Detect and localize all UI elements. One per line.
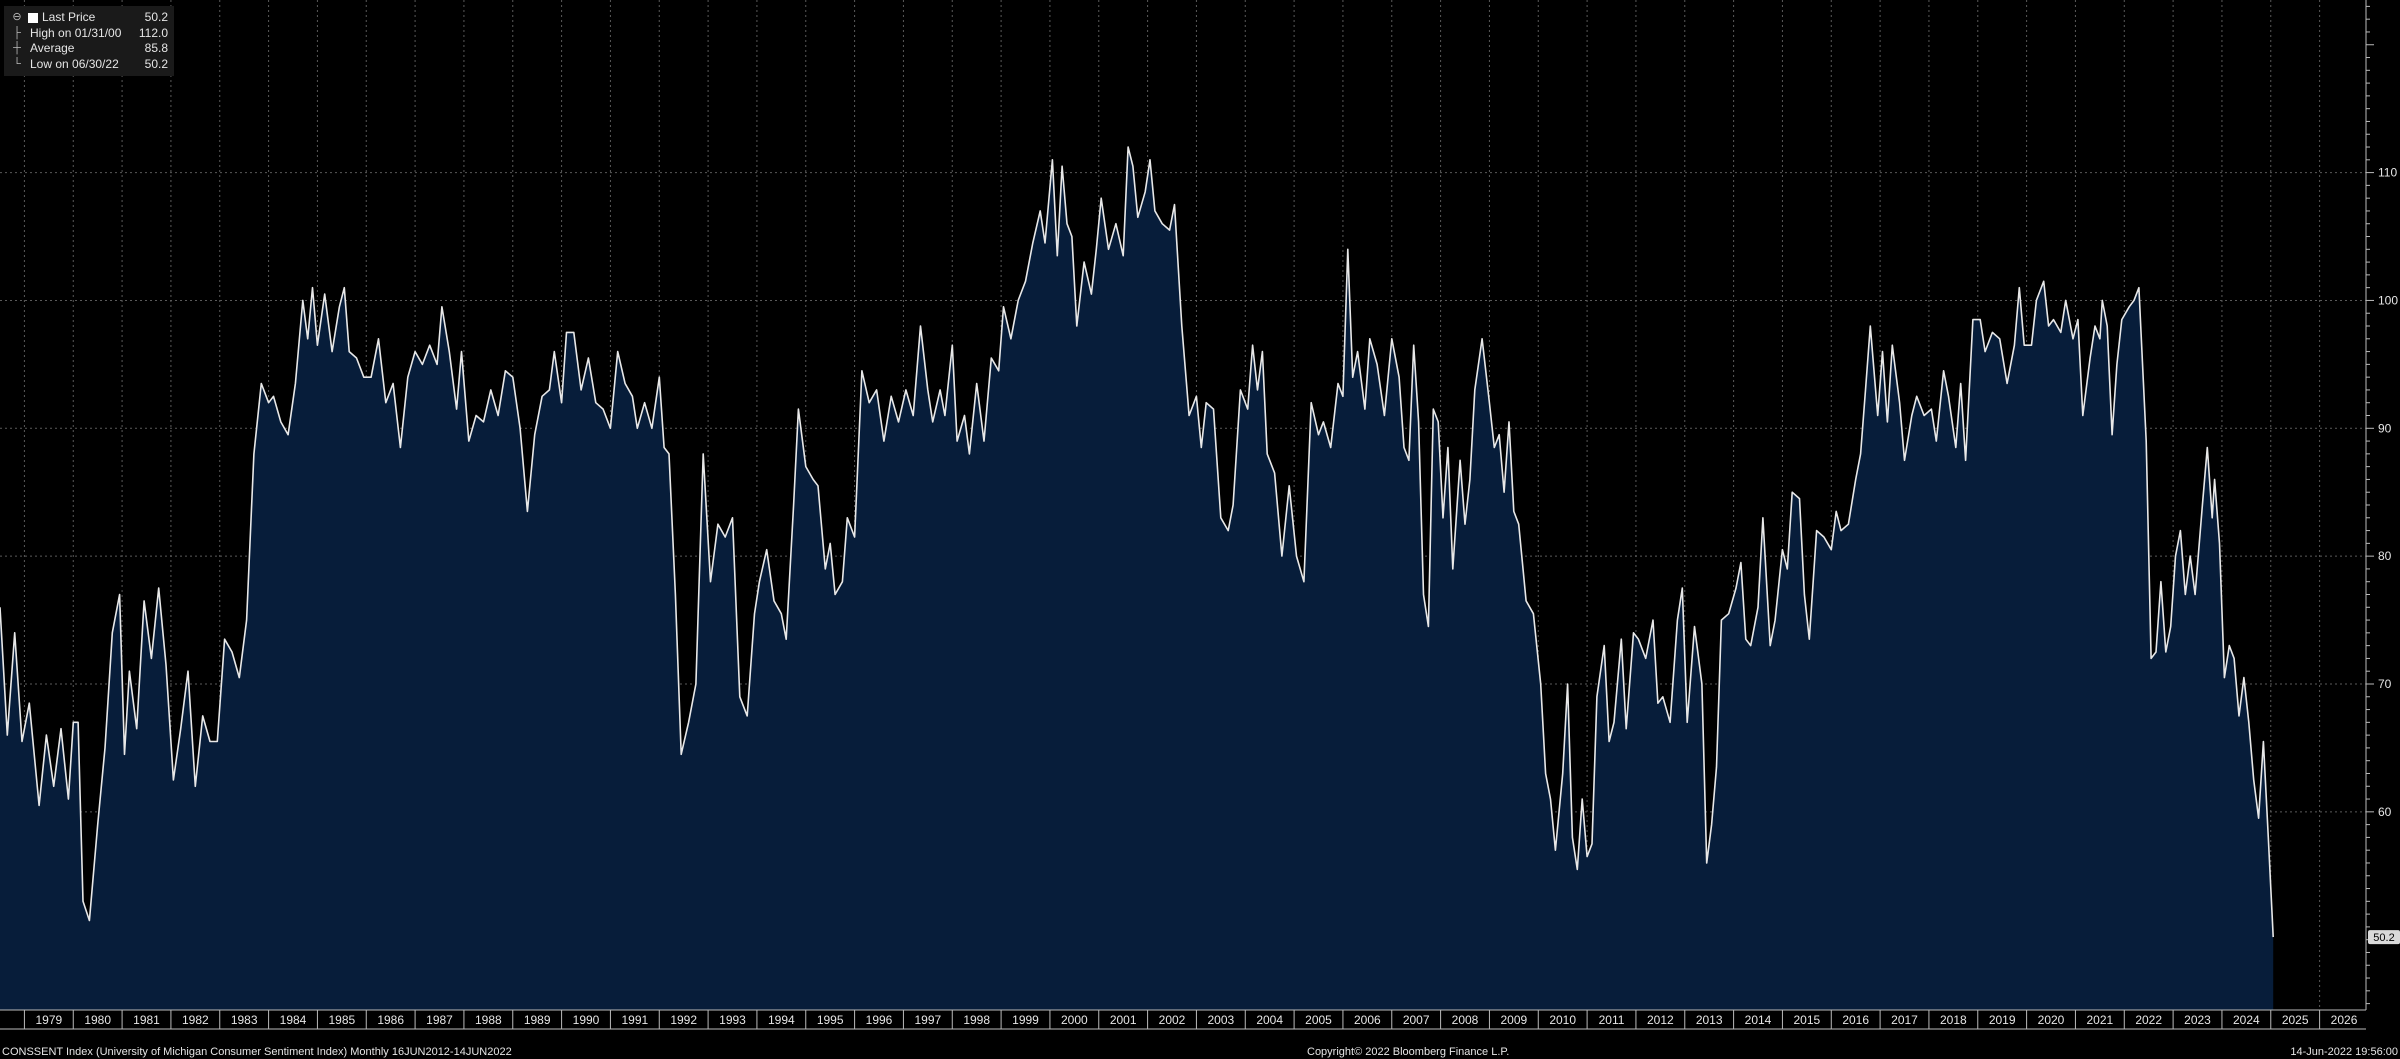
- last-price-tag-text: 50.2: [2373, 932, 2394, 944]
- x-tick-label: 1997: [914, 1013, 941, 1027]
- y-tick-label: 110: [2378, 166, 2397, 180]
- x-tick-label: 2002: [1159, 1013, 1186, 1027]
- x-tick-label: 2005: [1305, 1013, 1332, 1027]
- x-tick-label: 1989: [524, 1013, 551, 1027]
- y-tick-label: 60: [2378, 805, 2392, 819]
- x-tick-label: 1985: [328, 1013, 355, 1027]
- y-tick-label: 90: [2378, 421, 2392, 435]
- x-tick-label: 2011: [1599, 1013, 1625, 1027]
- x-tick-label: 1993: [719, 1013, 746, 1027]
- legend-value: 112.0: [138, 25, 168, 40]
- x-tick-label: 1984: [280, 1013, 307, 1027]
- x-tick-label: 1983: [231, 1013, 258, 1027]
- x-tick-label: 1990: [573, 1013, 600, 1027]
- x-tick-label: 1981: [133, 1013, 160, 1027]
- footer-copyright: Copyright© 2022 Bloomberg Finance L.P.: [1307, 1046, 1510, 1058]
- x-tick-label: 1999: [1012, 1013, 1039, 1027]
- price-line: [0, 146, 2274, 938]
- y-tick-label: 100: [2378, 293, 2398, 307]
- low-marker-icon: └: [13, 57, 21, 70]
- x-axis: 1979 1980 1981 1982 1983 1984 1985 1986 1987 1988…: [0, 1009, 2366, 1030]
- x-tick-label: 1982: [182, 1013, 209, 1027]
- x-tick-label: 2006: [1354, 1013, 1381, 1027]
- x-tick-label: 2001: [1110, 1013, 1137, 1027]
- x-tick-label: 2009: [1500, 1013, 1527, 1027]
- x-tick-label: 2000: [1061, 1013, 1088, 1027]
- x-tick-label: 2021: [2087, 1013, 2114, 1027]
- footer-bar: CONSSENT Index (University of Michigan C…: [0, 1046, 2400, 1059]
- legend-row-last-price: ⊖ Last Price 50.2: [10, 10, 168, 26]
- x-tick-label: 1998: [963, 1013, 990, 1027]
- x-tick-label: 2022: [2135, 1013, 2162, 1027]
- average-marker-icon: ┼: [13, 42, 21, 54]
- x-tick-label: 2016: [1842, 1013, 1869, 1027]
- x-tick-label: 1988: [475, 1013, 502, 1027]
- x-tick-label: 1979: [35, 1013, 62, 1027]
- legend-row-low: └ Low on 06/30/22 50.2: [10, 57, 168, 73]
- x-tick-label: 2015: [1794, 1013, 1821, 1027]
- area-fill: [0, 147, 2274, 1010]
- legend-label: Low on 06/30/22: [30, 56, 119, 71]
- x-tick-label: 2012: [1647, 1013, 1674, 1027]
- series-swatch: [28, 12, 38, 23]
- x-tick-label: 2023: [2184, 1013, 2211, 1027]
- legend-value: 50.2: [144, 10, 168, 24]
- high-marker-icon: ├: [13, 26, 21, 39]
- legend-box: ⊖ Last Price 50.2 ├ High on 01/31/00 112.0…: [4, 6, 174, 76]
- y-tick-label: 70: [2378, 677, 2392, 691]
- legend-row-high: ├ High on 01/31/00 112.0: [10, 26, 168, 42]
- x-tick-label: 2026: [2331, 1013, 2358, 1027]
- x-tick-label: 2018: [1940, 1013, 1967, 1027]
- x-tick-label: 1995: [817, 1013, 844, 1027]
- legend-value: 85.8: [144, 41, 168, 55]
- last-price-marker: 50.2: [2368, 930, 2400, 945]
- x-tick-label: 1987: [426, 1013, 453, 1027]
- y-axis: 60 70 80 90 100 110: [2365, 0, 2398, 1010]
- legend-label: Average: [30, 41, 75, 55]
- y-tick-label: 80: [2378, 549, 2392, 563]
- x-tick-label: 1991: [621, 1013, 648, 1027]
- x-tick-label: 2019: [1989, 1013, 2016, 1027]
- legend-label: Last Price: [42, 10, 96, 24]
- x-tick-label: 2008: [1452, 1013, 1479, 1027]
- x-tick-label: 2010: [1549, 1013, 1576, 1027]
- footer-security-description: CONSSENT Index (University of Michigan C…: [2, 1046, 512, 1058]
- x-tick-label: 1992: [670, 1013, 697, 1027]
- x-tick-label: 2004: [1256, 1013, 1283, 1027]
- x-tick-label: 1980: [84, 1013, 111, 1027]
- footer-timestamp: 14-Jun-2022 19:56:00: [2290, 1046, 2398, 1058]
- x-tick-label: 2024: [2233, 1013, 2260, 1027]
- x-tick-label: 2013: [1696, 1013, 1723, 1027]
- x-tick-label: 2003: [1207, 1013, 1234, 1027]
- minus-icon: ⊖: [12, 11, 22, 23]
- legend-label: High on 01/31/00: [30, 25, 122, 40]
- x-tick-label: 2017: [1891, 1013, 1918, 1027]
- last-price-tag: [2368, 930, 2400, 945]
- x-tick-label: 2014: [1745, 1013, 1772, 1027]
- x-tick-label: 2007: [1403, 1013, 1430, 1027]
- x-tick-label: 1996: [866, 1013, 893, 1027]
- x-tick-label: 2025: [2282, 1013, 2309, 1027]
- x-tick-label: 1986: [377, 1013, 404, 1027]
- legend-value: 50.2: [144, 56, 168, 71]
- x-tick-label: 2020: [2038, 1013, 2065, 1027]
- x-tick-label: 1994: [768, 1013, 795, 1027]
- legend-row-average: ┼ Average 85.8: [10, 41, 168, 57]
